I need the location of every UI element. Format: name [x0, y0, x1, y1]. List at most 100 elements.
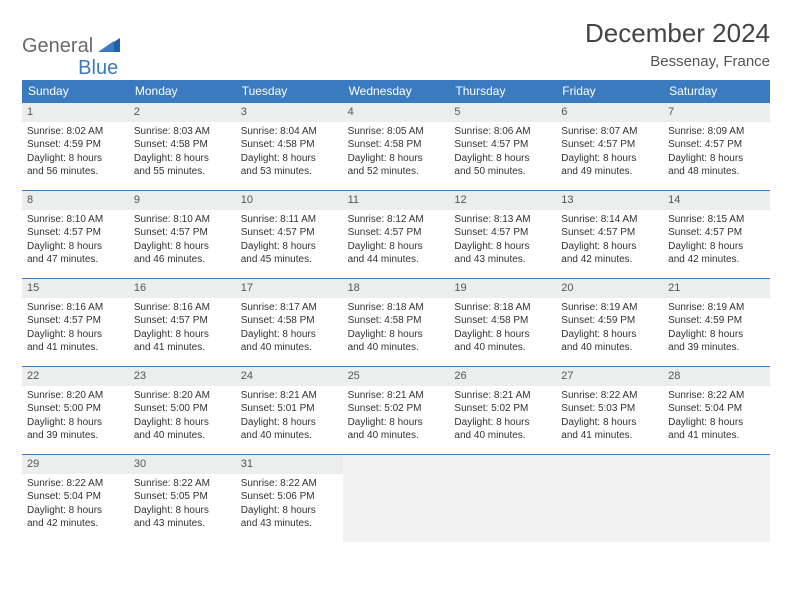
day1-text: Daylight: 8 hours: [561, 240, 658, 254]
sunrise-text: Sunrise: 8:06 AM: [454, 125, 551, 139]
day-cell: 25Sunrise: 8:21 AMSunset: 5:02 PMDayligh…: [343, 366, 450, 454]
day-cell: 11Sunrise: 8:12 AMSunset: 4:57 PMDayligh…: [343, 190, 450, 278]
day-number: 7: [663, 103, 770, 122]
sunrise-text: Sunrise: 8:19 AM: [668, 301, 765, 315]
sunset-text: Sunset: 4:57 PM: [134, 314, 231, 328]
day1-text: Daylight: 8 hours: [348, 240, 445, 254]
day1-text: Daylight: 8 hours: [561, 152, 658, 166]
day-body: Sunrise: 8:18 AMSunset: 4:58 PMDaylight:…: [449, 298, 556, 361]
day-number: 14: [663, 191, 770, 210]
sunrise-text: Sunrise: 8:11 AM: [241, 213, 338, 227]
day-body: Sunrise: 8:12 AMSunset: 4:57 PMDaylight:…: [343, 210, 450, 273]
sunset-text: Sunset: 4:57 PM: [241, 226, 338, 240]
day1-text: Daylight: 8 hours: [241, 240, 338, 254]
day-cell: 30Sunrise: 8:22 AMSunset: 5:05 PMDayligh…: [129, 454, 236, 542]
day1-text: Daylight: 8 hours: [27, 504, 124, 518]
sunrise-text: Sunrise: 8:10 AM: [27, 213, 124, 227]
day-number: 29: [22, 455, 129, 474]
sunrise-text: Sunrise: 8:21 AM: [348, 389, 445, 403]
day2-text: and 40 minutes.: [241, 429, 338, 443]
calendar: SundayMondayTuesdayWednesdayThursdayFrid…: [22, 80, 770, 542]
day2-text: and 40 minutes.: [561, 341, 658, 355]
sunset-text: Sunset: 4:57 PM: [454, 226, 551, 240]
sunset-text: Sunset: 5:02 PM: [454, 402, 551, 416]
day1-text: Daylight: 8 hours: [134, 328, 231, 342]
day-body: Sunrise: 8:14 AMSunset: 4:57 PMDaylight:…: [556, 210, 663, 273]
day1-text: Daylight: 8 hours: [668, 152, 765, 166]
day-number: 22: [22, 367, 129, 386]
day-number: 3: [236, 103, 343, 122]
day2-text: and 45 minutes.: [241, 253, 338, 267]
day-cell: 17Sunrise: 8:17 AMSunset: 4:58 PMDayligh…: [236, 278, 343, 366]
day2-text: and 40 minutes.: [348, 341, 445, 355]
day-cell: 21Sunrise: 8:19 AMSunset: 4:59 PMDayligh…: [663, 278, 770, 366]
day-number: 8: [22, 191, 129, 210]
sunset-text: Sunset: 5:00 PM: [27, 402, 124, 416]
day-body: Sunrise: 8:11 AMSunset: 4:57 PMDaylight:…: [236, 210, 343, 273]
day-cell: 5Sunrise: 8:06 AMSunset: 4:57 PMDaylight…: [449, 102, 556, 190]
day1-text: Daylight: 8 hours: [134, 240, 231, 254]
logo-text-blue: Blue: [78, 57, 118, 80]
sunrise-text: Sunrise: 8:20 AM: [27, 389, 124, 403]
sunrise-text: Sunrise: 8:22 AM: [561, 389, 658, 403]
day1-text: Daylight: 8 hours: [27, 152, 124, 166]
sunset-text: Sunset: 5:01 PM: [241, 402, 338, 416]
day-number: 19: [449, 279, 556, 298]
day2-text: and 43 minutes.: [454, 253, 551, 267]
day-body: Sunrise: 8:06 AMSunset: 4:57 PMDaylight:…: [449, 122, 556, 185]
day1-text: Daylight: 8 hours: [668, 416, 765, 430]
day2-text: and 43 minutes.: [241, 517, 338, 531]
day1-text: Daylight: 8 hours: [134, 504, 231, 518]
day-header: Saturday: [663, 80, 770, 102]
sunrise-text: Sunrise: 8:22 AM: [134, 477, 231, 491]
day2-text: and 43 minutes.: [134, 517, 231, 531]
day2-text: and 39 minutes.: [27, 429, 124, 443]
sunrise-text: Sunrise: 8:21 AM: [454, 389, 551, 403]
day-number: 30: [129, 455, 236, 474]
sunset-text: Sunset: 5:02 PM: [348, 402, 445, 416]
day-number: 28: [663, 367, 770, 386]
day1-text: Daylight: 8 hours: [241, 328, 338, 342]
day1-text: Daylight: 8 hours: [134, 152, 231, 166]
day2-text: and 46 minutes.: [134, 253, 231, 267]
day2-text: and 42 minutes.: [668, 253, 765, 267]
day1-text: Daylight: 8 hours: [454, 152, 551, 166]
day-number: 13: [556, 191, 663, 210]
sunrise-text: Sunrise: 8:05 AM: [348, 125, 445, 139]
day-number: 27: [556, 367, 663, 386]
day2-text: and 47 minutes.: [27, 253, 124, 267]
day-body: Sunrise: 8:16 AMSunset: 4:57 PMDaylight:…: [22, 298, 129, 361]
day-body: Sunrise: 8:22 AMSunset: 5:05 PMDaylight:…: [129, 474, 236, 537]
sunrise-text: Sunrise: 8:22 AM: [668, 389, 765, 403]
day-cell: 20Sunrise: 8:19 AMSunset: 4:59 PMDayligh…: [556, 278, 663, 366]
day-number: 25: [343, 367, 450, 386]
day-cell: 7Sunrise: 8:09 AMSunset: 4:57 PMDaylight…: [663, 102, 770, 190]
empty-cell: [343, 454, 450, 542]
day-cell: 8Sunrise: 8:10 AMSunset: 4:57 PMDaylight…: [22, 190, 129, 278]
sunset-text: Sunset: 4:57 PM: [348, 226, 445, 240]
day-body: Sunrise: 8:15 AMSunset: 4:57 PMDaylight:…: [663, 210, 770, 273]
day2-text: and 41 minutes.: [561, 429, 658, 443]
day-number: 11: [343, 191, 450, 210]
day-cell: 23Sunrise: 8:20 AMSunset: 5:00 PMDayligh…: [129, 366, 236, 454]
day-number: 10: [236, 191, 343, 210]
day2-text: and 41 minutes.: [668, 429, 765, 443]
sunrise-text: Sunrise: 8:13 AM: [454, 213, 551, 227]
day-header: Wednesday: [343, 80, 450, 102]
day-number: 15: [22, 279, 129, 298]
day-number: 26: [449, 367, 556, 386]
day1-text: Daylight: 8 hours: [348, 416, 445, 430]
week-row: 29Sunrise: 8:22 AMSunset: 5:04 PMDayligh…: [22, 454, 770, 542]
day1-text: Daylight: 8 hours: [27, 328, 124, 342]
day2-text: and 42 minutes.: [27, 517, 124, 531]
day-cell: 22Sunrise: 8:20 AMSunset: 5:00 PMDayligh…: [22, 366, 129, 454]
sunset-text: Sunset: 4:57 PM: [668, 226, 765, 240]
day-body: Sunrise: 8:21 AMSunset: 5:02 PMDaylight:…: [343, 386, 450, 449]
sunset-text: Sunset: 5:05 PM: [134, 490, 231, 504]
sunrise-text: Sunrise: 8:03 AM: [134, 125, 231, 139]
sunset-text: Sunset: 4:57 PM: [27, 314, 124, 328]
sunrise-text: Sunrise: 8:02 AM: [27, 125, 124, 139]
sunset-text: Sunset: 4:58 PM: [134, 138, 231, 152]
day-number: 9: [129, 191, 236, 210]
day-header: Thursday: [449, 80, 556, 102]
